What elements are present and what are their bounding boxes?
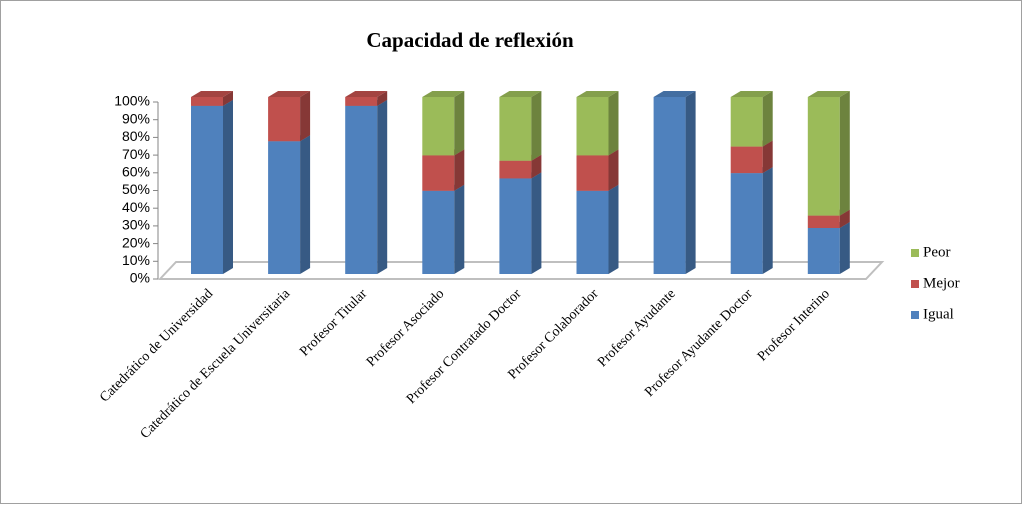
y-tick-label: 10% bbox=[122, 252, 150, 268]
bar-segment bbox=[499, 178, 532, 274]
bar-side bbox=[762, 167, 773, 274]
bar-segment bbox=[730, 146, 763, 174]
bar-segment bbox=[191, 97, 223, 106]
bar-top bbox=[807, 91, 850, 97]
legend-label: Igual bbox=[923, 306, 954, 322]
y-tick-label: 100% bbox=[114, 93, 150, 109]
bar-side bbox=[223, 91, 233, 106]
bar-side bbox=[531, 154, 542, 179]
bar-side bbox=[839, 209, 850, 228]
bar-segment bbox=[345, 97, 378, 106]
y-tick-label: 40% bbox=[122, 199, 150, 215]
bar-side bbox=[454, 91, 465, 156]
bar-top bbox=[191, 91, 233, 97]
bar-side bbox=[223, 99, 233, 274]
bar-segment bbox=[730, 97, 763, 147]
bar-side bbox=[762, 91, 773, 147]
bar-top bbox=[345, 91, 388, 97]
legend-label: Peor bbox=[923, 244, 951, 260]
bar-side bbox=[608, 149, 619, 191]
bar-side bbox=[762, 140, 773, 174]
y-tick-label: 50% bbox=[122, 181, 150, 197]
bar-top bbox=[268, 91, 311, 97]
bar-side bbox=[608, 184, 619, 274]
bar-top bbox=[499, 91, 542, 97]
bar-segment bbox=[499, 160, 532, 179]
bar-side bbox=[531, 172, 542, 274]
bar-side bbox=[454, 184, 465, 274]
bar-side bbox=[531, 91, 542, 161]
bar-side bbox=[839, 91, 850, 216]
y-tick-label: 20% bbox=[122, 234, 150, 250]
bar-side bbox=[608, 91, 619, 156]
bar-segment bbox=[576, 190, 609, 274]
bar-segment bbox=[730, 173, 763, 274]
chart-title: Capacidad de reflexión bbox=[366, 28, 574, 52]
bar-side bbox=[454, 149, 465, 191]
bar-segment bbox=[191, 105, 223, 274]
bar-segment bbox=[576, 155, 609, 191]
y-tick-label: 90% bbox=[122, 110, 150, 126]
bar-segment bbox=[268, 141, 301, 274]
bar-segment bbox=[422, 155, 455, 191]
bar-segment bbox=[499, 97, 532, 161]
bar-side bbox=[377, 99, 388, 274]
bar-segment bbox=[653, 97, 686, 274]
legend-swatch bbox=[911, 249, 919, 257]
y-tick-label: 30% bbox=[122, 217, 150, 233]
bar-top bbox=[422, 91, 465, 97]
bar-segment bbox=[807, 215, 840, 228]
legend-swatch bbox=[911, 311, 919, 319]
y-tick-label: 70% bbox=[122, 146, 150, 162]
bar-side bbox=[300, 91, 311, 142]
bar-segment bbox=[576, 97, 609, 156]
bar-segment bbox=[268, 97, 301, 142]
legend-swatch bbox=[911, 280, 919, 288]
y-tick-label: 60% bbox=[122, 164, 150, 180]
floor bbox=[157, 261, 885, 280]
bar-top bbox=[576, 91, 619, 97]
bar-segment bbox=[422, 97, 455, 156]
legend-label: Mejor bbox=[923, 275, 960, 291]
bar-top bbox=[730, 91, 773, 97]
bar-side bbox=[377, 91, 388, 106]
bar-segment bbox=[807, 97, 840, 216]
bar-segment bbox=[345, 105, 378, 274]
y-tick-label: 0% bbox=[130, 270, 150, 286]
bar-side bbox=[839, 221, 850, 274]
bar-top bbox=[653, 91, 696, 97]
bar-side bbox=[685, 91, 696, 274]
bar-segment bbox=[807, 227, 840, 274]
bar-side bbox=[300, 135, 311, 274]
y-tick-label: 80% bbox=[122, 128, 150, 144]
bar-segment bbox=[422, 190, 455, 274]
